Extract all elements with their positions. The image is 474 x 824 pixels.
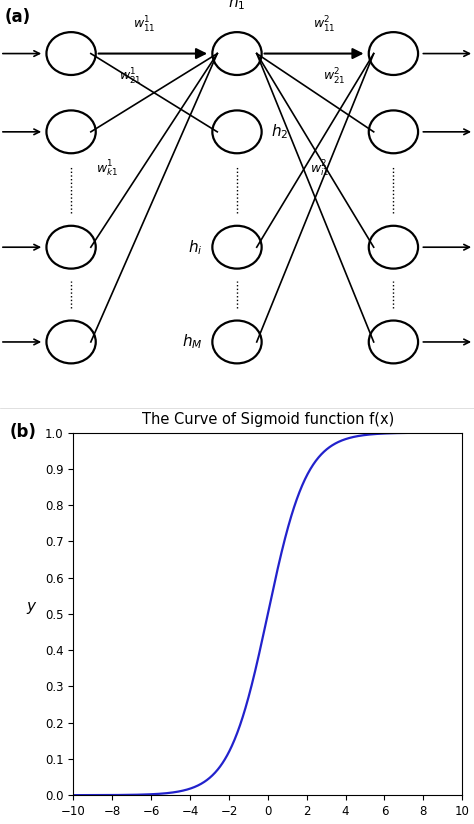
Title: The Curve of Sigmoid function f(x): The Curve of Sigmoid function f(x) — [142, 412, 394, 428]
Text: (b): (b) — [9, 423, 36, 441]
Text: $w_{21}^1$: $w_{21}^1$ — [119, 67, 142, 87]
Text: $h_2$: $h_2$ — [271, 123, 289, 141]
Text: $h_M$: $h_M$ — [182, 333, 203, 351]
Y-axis label: y: y — [27, 599, 36, 614]
Text: $h_i$: $h_i$ — [188, 238, 203, 256]
Text: $w_{i1}^2$: $w_{i1}^2$ — [310, 159, 329, 179]
Text: $w_{21}^2$: $w_{21}^2$ — [323, 67, 346, 87]
Text: $w_{11}^1$: $w_{11}^1$ — [133, 15, 156, 35]
Text: $h_1$: $h_1$ — [228, 0, 246, 12]
Text: $w_{k1}^1$: $w_{k1}^1$ — [96, 159, 118, 179]
Text: (a): (a) — [5, 8, 31, 26]
Text: $w_{11}^2$: $w_{11}^2$ — [313, 15, 336, 35]
